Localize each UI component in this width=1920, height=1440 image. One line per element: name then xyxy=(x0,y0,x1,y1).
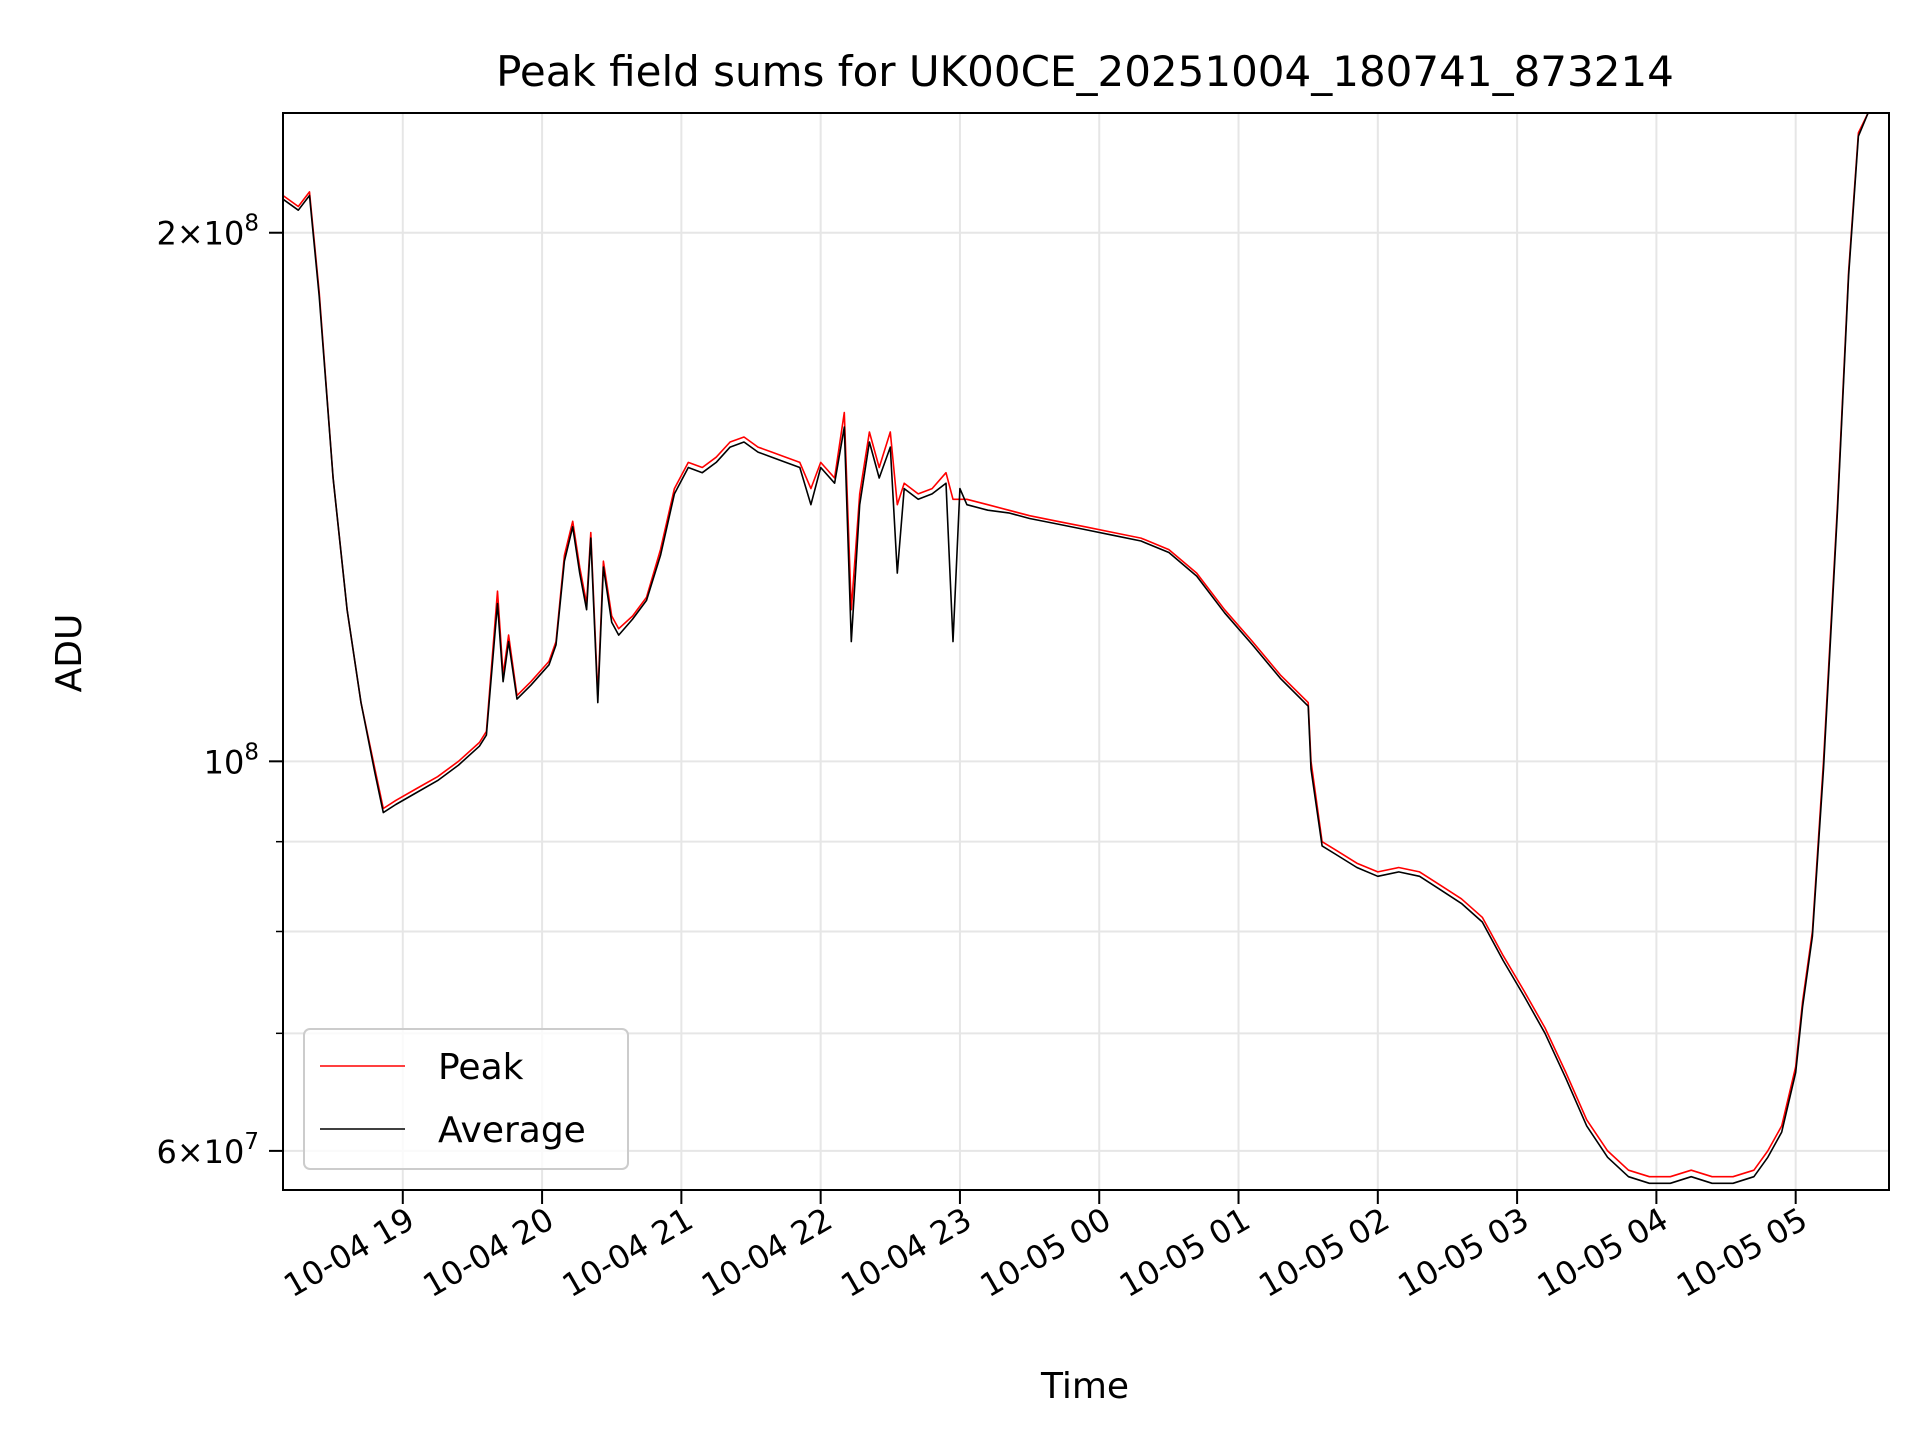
y-axis-label: ADU xyxy=(49,614,90,693)
plot-frame xyxy=(282,112,1890,1191)
legend-label-peak: Peak xyxy=(438,1047,524,1088)
legend: Peak Average xyxy=(303,1028,629,1170)
y-tick-label: 108 xyxy=(204,739,259,781)
y-tick-label: 2×108 xyxy=(156,211,259,253)
y-tick-label: 6×107 xyxy=(156,1129,259,1171)
x-axis-label: Time xyxy=(1040,1366,1129,1407)
legend-label-average: Average xyxy=(438,1110,586,1151)
chart-title: Peak field sums for UK00CE_20251004_1807… xyxy=(496,47,1674,96)
series-line-average xyxy=(282,112,1889,1185)
legend-box xyxy=(303,1028,629,1170)
grid xyxy=(283,113,1889,1190)
y-axis: 6×107 108 2×108 xyxy=(156,211,283,1171)
plot-lines xyxy=(282,112,1889,1185)
